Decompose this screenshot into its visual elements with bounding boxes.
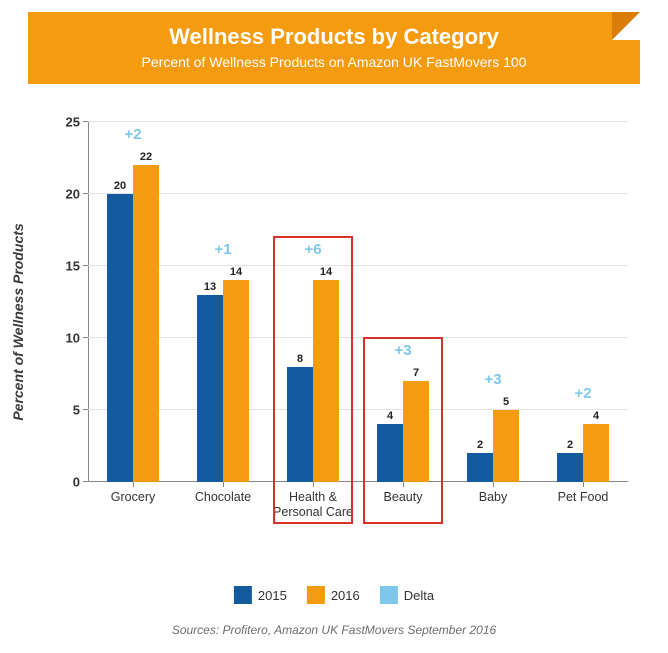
legend-swatch-2015 (234, 586, 252, 604)
ytick-label: 0 (73, 475, 88, 490)
bar-value-label: 13 (204, 281, 216, 295)
source-text: Sources: Profitero, Amazon UK FastMovers… (0, 623, 668, 637)
bar-value-label: 2 (477, 439, 483, 453)
bar-group: 24+2Pet Food (538, 122, 628, 482)
legend-item-2015: 2015 (234, 586, 287, 604)
ytick-label: 25 (66, 115, 88, 130)
legend-label-delta: Delta (404, 588, 434, 603)
ytick-label: 5 (73, 403, 88, 418)
bar-value-label: 7 (413, 367, 419, 381)
delta-label: +3 (394, 342, 411, 359)
chart-area: Percent of Wellness Products 05101520252… (28, 112, 640, 532)
legend-swatch-delta (380, 586, 398, 604)
legend: 2015 2016 Delta (234, 586, 434, 604)
legend-swatch-2016 (307, 586, 325, 604)
bar-value-label: 22 (140, 151, 152, 165)
bar-group: 1314+1Chocolate (178, 122, 268, 482)
bar-group: 25+3Baby (448, 122, 538, 482)
chart-subtitle: Percent of Wellness Products on Amazon U… (36, 54, 632, 70)
bar-value-label: 8 (297, 353, 303, 367)
bar-2016: 4 (583, 424, 609, 482)
xtick-label: Grocery (111, 482, 155, 505)
bar-2016: 14 (223, 280, 249, 482)
bar-2016: 22 (133, 165, 159, 482)
y-axis-label: Percent of Wellness Products (10, 223, 26, 420)
bar-2015: 13 (197, 295, 223, 482)
bar-2015: 4 (377, 424, 403, 482)
bar-2015: 8 (287, 367, 313, 482)
delta-label: +6 (304, 241, 321, 258)
delta-label: +1 (214, 241, 231, 258)
bar-group: 814+6Health &Personal Care (268, 122, 358, 482)
xtick-label: Beauty (384, 482, 423, 505)
header-banner: Wellness Products by Category Percent of… (28, 12, 640, 84)
legend-item-2016: 2016 (307, 586, 360, 604)
chart-title: Wellness Products by Category (36, 24, 632, 50)
bar-value-label: 2 (567, 439, 573, 453)
delta-label: +2 (124, 126, 141, 143)
xtick-label: Pet Food (558, 482, 609, 505)
bar-2016: 7 (403, 381, 429, 482)
bar-2015: 20 (107, 194, 133, 482)
plot-region: 05101520252022+2Grocery1314+1Chocolate81… (88, 122, 628, 482)
legend-label-2016: 2016 (331, 588, 360, 603)
bar-2015: 2 (557, 453, 583, 482)
bar-value-label: 20 (114, 180, 126, 194)
delta-label: +2 (574, 385, 591, 402)
ytick-label: 15 (66, 259, 88, 274)
bar-group: 47+3Beauty (358, 122, 448, 482)
xtick-label: Baby (479, 482, 508, 505)
bar-2016: 5 (493, 410, 519, 482)
corner-fold-icon (612, 12, 640, 40)
bar-value-label: 5 (503, 396, 509, 410)
ytick-label: 10 (66, 331, 88, 346)
bar-2016: 14 (313, 280, 339, 482)
bar-value-label: 4 (387, 410, 393, 424)
bar-value-label: 14 (230, 266, 242, 280)
xtick-label: Health &Personal Care (273, 482, 353, 520)
legend-label-2015: 2015 (258, 588, 287, 603)
delta-label: +3 (484, 371, 501, 388)
bar-2015: 2 (467, 453, 493, 482)
bar-group: 2022+2Grocery (88, 122, 178, 482)
bar-value-label: 4 (593, 410, 599, 424)
header: Wellness Products by Category Percent of… (28, 12, 640, 84)
ytick-label: 20 (66, 187, 88, 202)
xtick-label: Chocolate (195, 482, 251, 505)
legend-item-delta: Delta (380, 586, 434, 604)
bar-value-label: 14 (320, 266, 332, 280)
